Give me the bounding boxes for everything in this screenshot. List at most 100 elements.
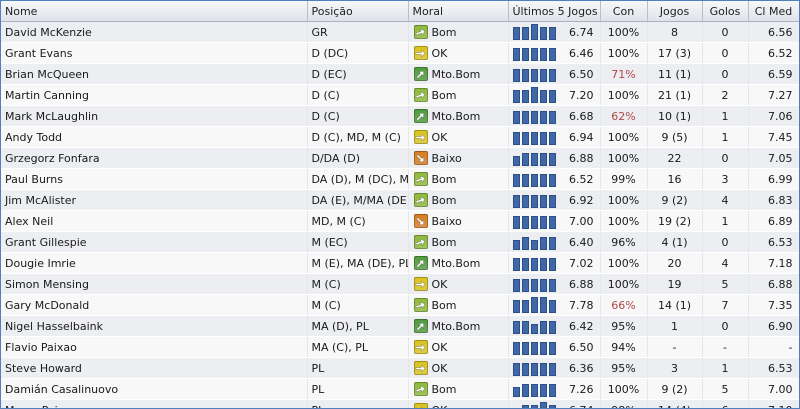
player-name[interactable]: Nigel Hasselbaink xyxy=(1,315,308,337)
form-bar xyxy=(548,48,556,61)
player-morale: Bom xyxy=(431,172,457,186)
form-bar xyxy=(530,69,538,82)
form-bar xyxy=(521,216,529,229)
form-bar xyxy=(512,195,520,208)
table-row[interactable]: Martin Canning D (C) Bom 7.20 100% 21 (1) 2 7.2… xyxy=(1,84,799,106)
player-goals: 5 xyxy=(702,378,749,400)
table-row[interactable]: Jim McAlister DA (E), M/MA (DE) Bom 6.92 100… xyxy=(1,189,799,211)
player-position: D (C) xyxy=(307,84,409,106)
table-row[interactable]: Nigel Hasselbaink MA (D), PL Mto.Bom 6.42 95… xyxy=(1,315,799,337)
player-form-cell: 6.88 xyxy=(508,147,601,169)
player-goals: 0 xyxy=(702,147,749,169)
player-form-average: 6.74 xyxy=(569,25,594,39)
column-header-posicao[interactable]: Posição xyxy=(307,1,409,22)
player-form-cell: 7.20 xyxy=(508,84,601,106)
player-games: 1 xyxy=(647,315,703,337)
player-name[interactable]: Gary McDonald xyxy=(1,294,308,316)
player-name[interactable]: Mark McLaughlin xyxy=(1,105,308,127)
player-name[interactable]: Grant Gillespie xyxy=(1,231,308,253)
form-bar xyxy=(512,90,520,103)
form-bar xyxy=(539,90,547,103)
player-name[interactable]: Dougie Imrie xyxy=(1,252,308,274)
player-name[interactable]: David McKenzie xyxy=(1,21,308,43)
player-position: PL xyxy=(307,399,409,408)
player-form-cell: 6.46 xyxy=(508,42,601,64)
player-name[interactable]: Paul Burns xyxy=(1,168,308,190)
player-form-average: 6.50 xyxy=(569,340,594,354)
player-condition: 94% xyxy=(600,336,648,358)
form-bar xyxy=(539,384,547,397)
form-bars xyxy=(512,276,556,292)
player-condition: 96% xyxy=(600,231,648,253)
player-games: 10 (1) xyxy=(647,105,703,127)
form-bar xyxy=(521,321,529,334)
table-row[interactable]: Grzegorz Fonfara D/DA (D) Baixo 6.88 100% 22 0… xyxy=(1,147,799,169)
table-row[interactable]: David McKenzie GR Bom 6.74 100% 8 0 6.56 xyxy=(1,21,799,43)
player-name[interactable]: Marco Paixao xyxy=(1,399,308,408)
player-name[interactable]: Grzegorz Fonfara xyxy=(1,147,308,169)
player-goals: 4 xyxy=(702,189,749,211)
table-row[interactable]: Marco PaixaoPL OK 6.74 98%14 (4)67.10 xyxy=(1,399,799,408)
table-row[interactable]: Steve Howard PL OK 6.36 95% 3 1 6.53 xyxy=(1,357,799,379)
player-morale-cell: Bom xyxy=(408,84,509,106)
form-bar xyxy=(512,69,520,82)
player-position: MA (D), PL xyxy=(307,315,409,337)
column-header-clmed[interactable]: Cl Med xyxy=(748,1,799,22)
table-row[interactable]: Damián Casalinuovo PL Bom 7.26 100% 9 (2) 5 7.0… xyxy=(1,378,799,400)
form-bar xyxy=(548,27,556,40)
player-name[interactable]: Jim McAlister xyxy=(1,189,308,211)
table-row[interactable]: Dougie Imrie M (E), MA (DE), PL Mto.Bom 7.0… xyxy=(1,252,799,274)
table-row[interactable]: Mark McLaughlin D (C) Mto.Bom 6.68 62% 10 (1)… xyxy=(1,105,799,127)
morale-arrow-icon xyxy=(413,361,428,375)
table-row[interactable]: Gary McDonald M (C) Bom 7.78 66% 14 (1) 7 7.35 xyxy=(1,294,799,316)
column-header-moral[interactable]: Moral xyxy=(408,1,509,22)
form-bar xyxy=(512,258,520,271)
player-position: GR xyxy=(307,21,409,43)
column-header-nome[interactable]: Nome xyxy=(1,1,308,22)
form-bar xyxy=(521,27,529,40)
player-name[interactable]: Martin Canning xyxy=(1,84,308,106)
player-morale-cell: Mto.Bom xyxy=(408,63,509,85)
player-average-rating: 6.89 xyxy=(748,210,799,232)
table-row[interactable]: Grant Evans D (DC) OK 6.46 100% 17 (3) 0 6.52 xyxy=(1,42,799,64)
column-header-con[interactable]: Con xyxy=(600,1,648,22)
player-form-cell: 6.42 xyxy=(508,315,601,337)
table-row[interactable]: Simon Mensing M (C) OK 6.88 100% 19 5 6.88 xyxy=(1,273,799,295)
player-position: MD, M (C) xyxy=(307,210,409,232)
player-name[interactable]: Brian McQueen xyxy=(1,63,308,85)
morale-arrow-icon xyxy=(413,340,428,354)
table-row[interactable]: Brian McQueen D (EC) Mto.Bom 6.50 71% 11 (1) 0… xyxy=(1,63,799,85)
player-position: M (C) xyxy=(307,273,409,295)
form-bar xyxy=(539,69,547,82)
form-bar xyxy=(530,384,538,397)
table-row[interactable]: Grant Gillespie M (EC) Bom 6.40 96% 4 (1) 0 6.5… xyxy=(1,231,799,253)
player-goals: 3 xyxy=(702,168,749,190)
player-name[interactable]: Simon Mensing xyxy=(1,273,308,295)
player-name[interactable]: Flavio Paixao xyxy=(1,336,308,358)
form-bar xyxy=(521,195,529,208)
player-form-cell: 7.02 xyxy=(508,252,601,274)
column-header-golos[interactable]: Golos xyxy=(702,1,749,22)
player-name[interactable]: Andy Todd xyxy=(1,126,308,148)
player-condition: 99% xyxy=(600,168,648,190)
table-row[interactable]: Alex Neil MD, M (C) Baixo 7.00 100% 19 (2) 1 6.… xyxy=(1,210,799,232)
form-bar xyxy=(521,69,529,82)
morale-arrow-icon xyxy=(413,151,428,165)
form-bar xyxy=(539,111,547,124)
table-row[interactable]: Flavio Paixao MA (C), PL OK 6.50 94% - - - xyxy=(1,336,799,358)
table-row[interactable]: Andy Todd D (C), MD, M (C) OK 6.94 100% 9 (5)… xyxy=(1,126,799,148)
morale-arrow-icon xyxy=(413,46,428,60)
form-bar xyxy=(539,195,547,208)
form-bar xyxy=(539,363,547,376)
player-name[interactable]: Steve Howard xyxy=(1,357,308,379)
player-name[interactable]: Alex Neil xyxy=(1,210,308,232)
player-morale: OK xyxy=(431,46,448,60)
player-name[interactable]: Damián Casalinuovo xyxy=(1,378,308,400)
form-bar xyxy=(530,240,538,250)
player-form-average: 6.42 xyxy=(569,319,594,333)
column-header-ultimos[interactable]: Últimos 5 Jogos xyxy=(508,1,601,22)
column-header-jogos[interactable]: Jogos xyxy=(647,1,703,22)
player-name[interactable]: Grant Evans xyxy=(1,42,308,64)
morale-arrow-icon xyxy=(413,25,428,39)
